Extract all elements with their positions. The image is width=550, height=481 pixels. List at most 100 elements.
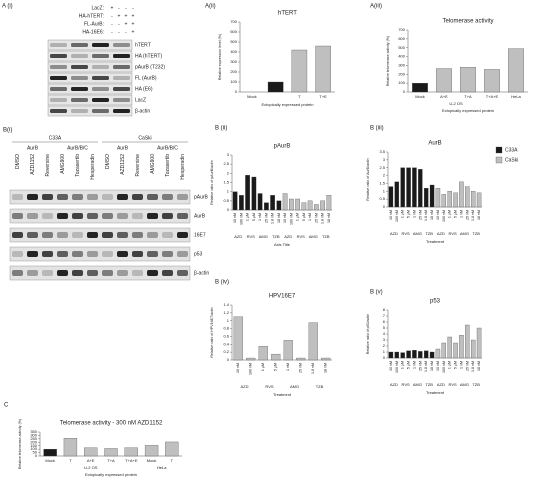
x-tick-label: 25 nM [418,361,422,371]
blot-band [162,270,173,276]
blot-band [113,109,130,113]
bar [400,167,405,208]
panel-label: B (ii) [215,126,227,132]
x-tick-label: HeLa [511,94,521,99]
blot-band [12,213,23,219]
legend-label: C33A [505,147,518,153]
x-axis-label: Treatment [426,390,445,395]
y-tick-label: 500 [230,39,237,44]
group-label: TZB [425,231,433,236]
x-tick-label: 5 μM [407,210,411,218]
x-tick-label: 100 nM [442,210,446,222]
bar [246,357,256,361]
condition-name: FL-AurB: [84,21,104,27]
y-tick-label: 0 [35,453,38,458]
group-label: AMG [290,384,299,389]
blot-band [147,213,158,219]
x-tick-label: 10 nM [236,363,240,373]
bar [441,194,447,208]
bar [400,352,405,359]
x-tick-label: 5 μM [302,213,306,221]
lane-label: Tozasertib [75,154,81,177]
blot-row-label: 16E7 [194,232,206,238]
y-tick-label: 2 [227,170,230,175]
blot-band [113,87,130,91]
condition-sign: + [132,29,135,35]
blot-band [177,232,188,238]
blot-band [117,232,128,238]
chart-title: AurB [428,141,441,147]
bar [459,335,464,359]
bar [435,187,441,208]
y-tick-label: 3 [383,337,386,342]
blot-band [162,194,173,200]
bar [165,441,179,457]
subheader: AurB [27,145,39,151]
y-tick-label: 2.5 [379,165,385,170]
x-tick-label: 1 nM [308,213,312,221]
lane-label: Tozasertib [165,154,171,177]
blot-band [87,251,98,257]
x-tick-label: 1 μM [246,213,250,221]
y-tick-label: 600 [398,36,405,41]
condition-sign: - [118,21,120,27]
bar [465,324,470,359]
x-tick-label: 18 nM [430,210,434,220]
x-tick-label: 1 μM [401,210,405,218]
blot-band [50,87,67,91]
y-tick-label: 1 [383,349,386,354]
bar [388,351,394,359]
blot-band [102,270,113,276]
bar [308,322,318,361]
x-tick-label: 100 nM [239,213,243,225]
x-tick-label: 18 nM [327,213,331,223]
x-tick-label: 25 nM [465,210,469,220]
y-tick-label: 0 [383,355,386,360]
blot-row-label: hTERT [135,42,151,48]
blot-band [87,213,98,219]
bar [314,204,319,211]
group-label: TZB [425,382,433,387]
bar [124,447,138,457]
x-tick-label: A+E [440,94,448,99]
x-tick-label: 1 μM [401,361,405,369]
lane-label: AMG900 [150,154,156,174]
blot-strip [47,94,133,106]
blot-strip [47,39,133,51]
y-tick-label: 400 [230,49,237,54]
blot-band [147,194,158,200]
x-tick-label: 10 nM [436,210,440,220]
blot-band [42,270,53,276]
chart-title: hTERT [278,11,297,17]
x-tick-label: 18 nM [324,363,328,373]
bar [465,186,470,208]
y-tick-label: 2 [383,343,386,348]
x-tick-label: 18 nM [477,210,481,220]
x-tick-label: 100 nM [395,210,399,222]
x-tick-label: Mock [45,458,55,463]
x-tick-label: 1.8 nM [271,213,275,224]
subheader: AurB [117,145,129,151]
bar [251,176,257,211]
x-tick-label: 10 nM [233,213,237,223]
subheader: AurB/B/C [67,145,88,151]
blot-band [117,194,128,200]
bar [258,346,268,361]
x-tick-label: 1.8 nM [471,210,475,221]
condition-sign: + [125,13,128,19]
blot-row-label: pAurB [194,194,209,200]
x-tick-label: 1.8 nM [471,361,475,372]
panel-label: B (iv) [215,280,229,286]
x-axis-label: Ectopically expressed protein [442,108,494,113]
x-axis-label: Axis Title [274,242,291,247]
group-label: TZB [472,382,480,387]
blot-band [12,194,23,200]
blot-band [50,109,67,113]
blot-band [71,65,88,69]
blot-band [50,65,67,69]
chart-title: HPV16E7 [269,294,296,300]
y-tick-label: 0.5 [223,198,229,203]
bar [257,193,263,211]
x-tick-label: 100 nM [442,361,446,373]
bar [412,167,417,208]
